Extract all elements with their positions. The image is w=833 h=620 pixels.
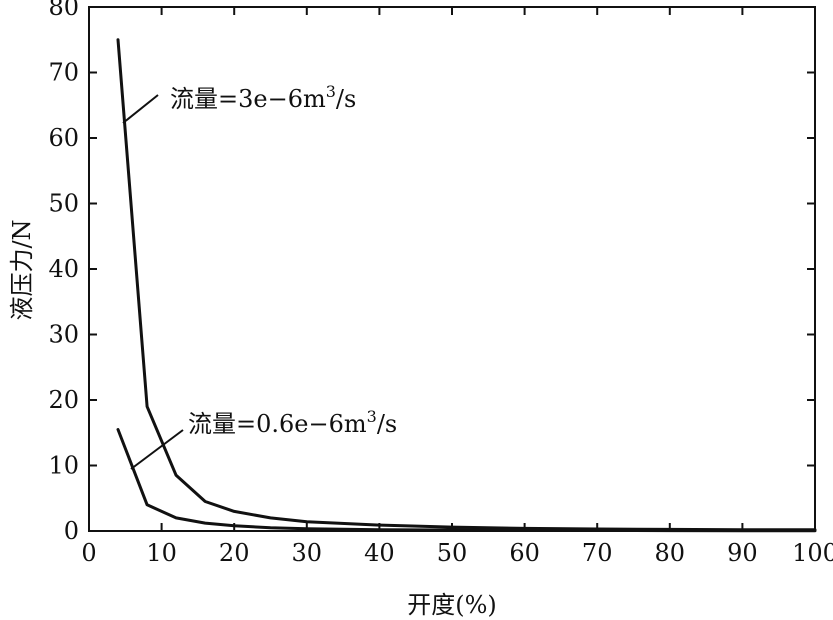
x-tick-label: 40 xyxy=(364,539,395,567)
annotation-superscript: 3 xyxy=(367,407,377,426)
y-tick-label: 40 xyxy=(48,255,79,283)
y-tick-label: 80 xyxy=(48,0,79,21)
x-tick-label: 60 xyxy=(509,539,540,567)
x-axis-ticks: 0 10 20 30 40 50 60 70 80 90 100 xyxy=(81,7,833,567)
y-tick-label: 10 xyxy=(48,452,79,480)
annotation-text: 流量=0.6e−6m xyxy=(188,410,367,438)
annotation-superscript: 3 xyxy=(326,82,336,101)
x-tick-label: 70 xyxy=(582,539,613,567)
x-axis-title: 开度(%) xyxy=(407,591,497,619)
annotation-leader-line xyxy=(130,429,184,470)
y-tick-label: 30 xyxy=(48,321,79,349)
x-tick-label: 50 xyxy=(437,539,468,567)
annotation-text-tail: /s xyxy=(336,85,356,113)
annotation-text: 流量=3e−6m xyxy=(170,85,326,113)
x-tick-label: 90 xyxy=(727,539,758,567)
series-line-2 xyxy=(116,428,817,533)
annotation-leader-line xyxy=(122,94,159,124)
annotation-text-tail: /s xyxy=(377,410,397,438)
y-tick-label: 60 xyxy=(48,124,79,152)
x-tick-label: 10 xyxy=(146,539,177,567)
x-tick-label: 0 xyxy=(81,539,96,567)
series-layer xyxy=(116,38,817,533)
x-tick-label: 100 xyxy=(792,539,833,567)
annotation-series-2: 流量=0.6e−6m3/s xyxy=(188,407,397,438)
y-tick-label: 0 xyxy=(64,517,79,545)
y-tick-label: 20 xyxy=(48,386,79,414)
x-tick-label: 30 xyxy=(292,539,323,567)
x-tick-label: 80 xyxy=(655,539,686,567)
annotation-series-1: 流量=3e−6m3/s xyxy=(170,82,356,113)
y-tick-label: 50 xyxy=(48,190,79,218)
x-tick-label: 20 xyxy=(219,539,250,567)
series-line-1 xyxy=(116,38,817,532)
y-axis-title: 液压力/N xyxy=(8,219,36,320)
y-axis-ticks: 0 10 20 30 40 50 60 70 80 xyxy=(48,0,815,545)
y-tick-label: 70 xyxy=(48,59,79,87)
annotation-layer: 流量=3e−6m3/s 流量=0.6e−6m3/s xyxy=(122,82,397,470)
